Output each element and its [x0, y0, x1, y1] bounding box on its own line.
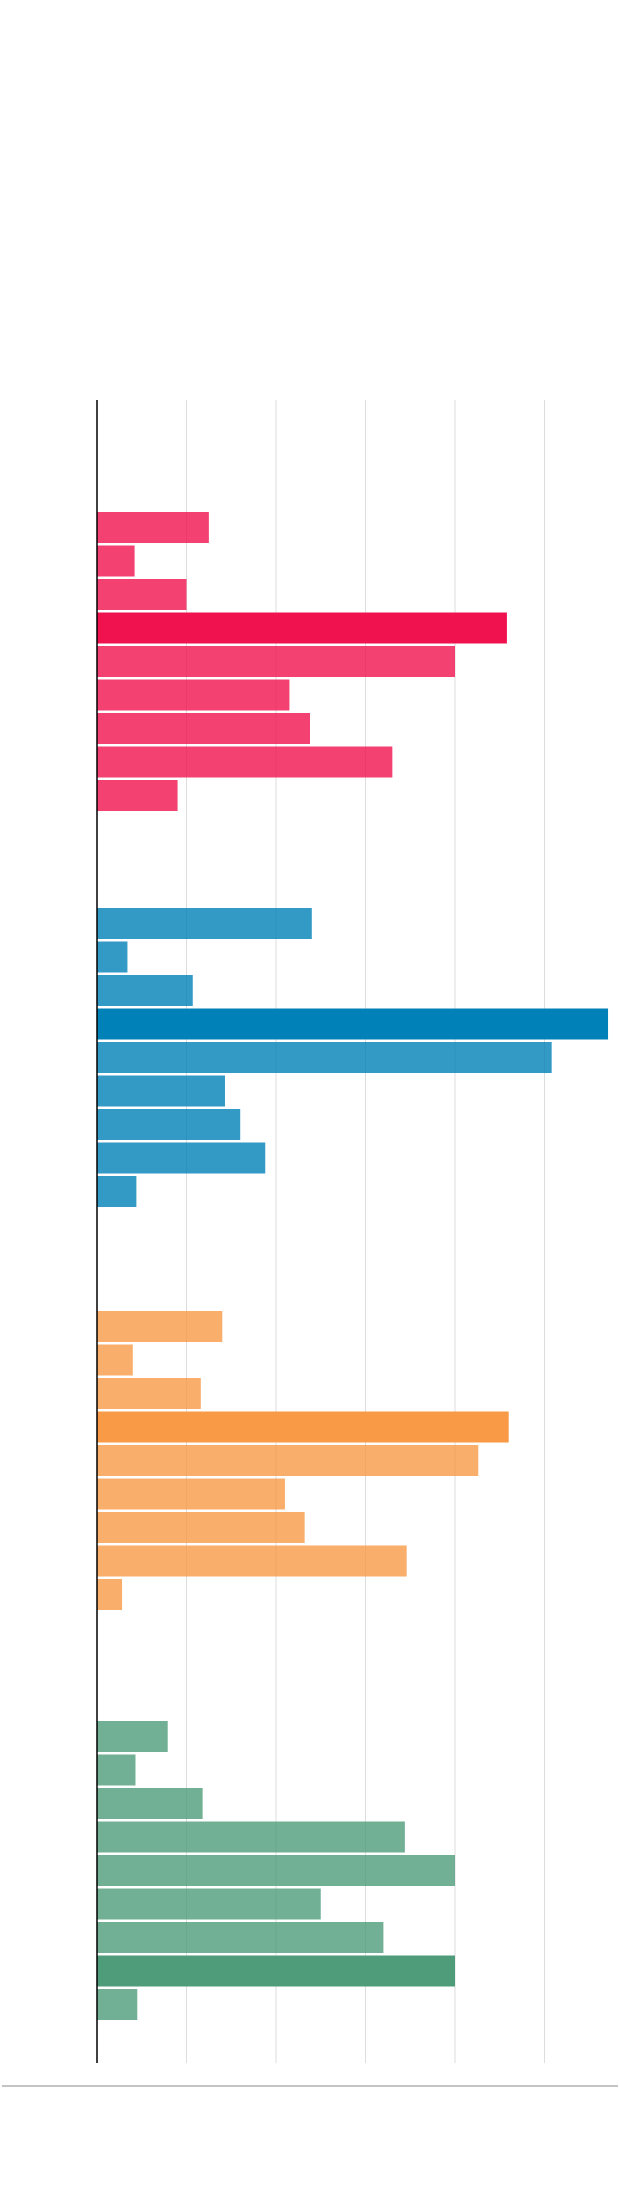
- bar-group: [97, 1311, 509, 1610]
- bar: [97, 646, 455, 677]
- axes: [2, 400, 618, 2087]
- bar: [97, 1445, 479, 1476]
- bar: [97, 1788, 203, 1819]
- bar: [97, 1311, 223, 1342]
- gridlines: [186, 400, 545, 2063]
- bar: [97, 1754, 136, 1786]
- bar: [97, 1378, 201, 1409]
- bar: [97, 1109, 241, 1140]
- bar: [97, 1176, 137, 1207]
- bar: [97, 1545, 407, 1577]
- bar-group: [97, 1721, 455, 2020]
- bar: [97, 1721, 168, 1752]
- bar: [97, 1344, 133, 1376]
- bar: [97, 713, 311, 744]
- bar: [97, 908, 312, 939]
- bar: [97, 941, 128, 973]
- bar: [97, 1075, 225, 1107]
- bar: [97, 1888, 321, 1920]
- bar: [97, 1821, 405, 1853]
- bar: [97, 579, 187, 610]
- bar: [97, 612, 507, 644]
- bar-group: [97, 908, 609, 1207]
- bar: [97, 1989, 138, 2020]
- bar: [97, 975, 193, 1006]
- bar: [97, 1922, 384, 1953]
- bar: [97, 545, 135, 577]
- bar-group: [97, 512, 507, 811]
- bar: [97, 1478, 285, 1510]
- bar: [97, 1855, 455, 1886]
- bar: [97, 1411, 509, 1443]
- bar: [97, 1579, 123, 1610]
- bar: [97, 679, 290, 711]
- bar: [97, 1008, 609, 1040]
- bar: [97, 746, 393, 778]
- bar: [97, 1512, 305, 1543]
- bar: [97, 1955, 455, 1987]
- bar: [97, 780, 178, 811]
- bar: [97, 1142, 266, 1174]
- bar: [97, 512, 209, 543]
- bars: [97, 512, 609, 2020]
- bar: [97, 1042, 552, 1073]
